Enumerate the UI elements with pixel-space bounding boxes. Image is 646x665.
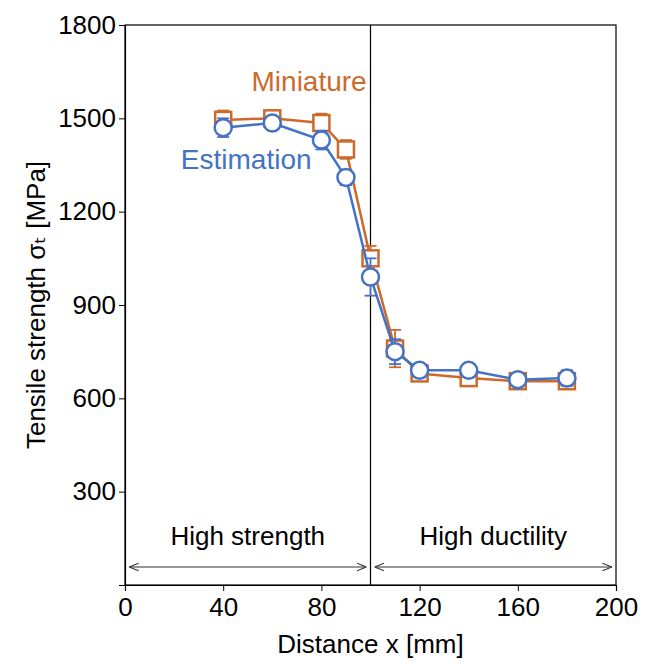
data-point: [460, 362, 477, 379]
y-tick-label: 300: [73, 476, 116, 506]
plot: 0 40 80 120 160 200 300 600 900 1200 1500 1800 Dista…: [21, 10, 638, 659]
region-label: High ductility: [420, 521, 567, 551]
y-tick: 1800: [58, 10, 125, 40]
x-tick-mark: [321, 585, 322, 591]
y-tick-label: 600: [73, 383, 116, 413]
data-point: [313, 115, 329, 131]
region-divider: [370, 25, 371, 585]
x-tick-mark: [616, 585, 617, 591]
y-tick-mark: [119, 305, 125, 306]
y-tick-label: 1200: [58, 196, 116, 226]
data-point: [387, 343, 404, 360]
data-point: [362, 269, 379, 286]
y-tick-mark: [119, 25, 125, 26]
y-tick: 600: [73, 383, 125, 413]
plot-frame: [125, 25, 616, 585]
region-label: High strength: [170, 521, 325, 551]
x-tick: 0: [118, 585, 132, 622]
data-point: [313, 132, 330, 149]
x-tick-label: 160: [497, 592, 540, 622]
y-tick-mark: [119, 212, 125, 213]
x-tick-label: 40: [209, 592, 238, 622]
x-tick: 40: [209, 585, 238, 622]
x-axis-title: Distance x [mm]: [277, 629, 463, 659]
y-axis-line: [119, 26, 126, 586]
x-tick-mark: [420, 585, 421, 591]
x-tick-mark: [223, 585, 224, 591]
y-axis: 300 600 900 1200 1500 1800: [58, 10, 125, 586]
y-tick-label: 1500: [58, 103, 116, 133]
x-tick-mark: [518, 585, 519, 591]
y-tick-mark: [119, 492, 125, 493]
y-tick-mark: [119, 118, 125, 119]
region-arrow: [129, 566, 367, 567]
x-tick: 80: [307, 585, 336, 622]
data-point: [558, 370, 575, 387]
x-tick: 200: [595, 585, 638, 622]
region-arrow: [375, 566, 613, 567]
data-point: [337, 169, 354, 186]
x-tick: 160: [497, 585, 540, 622]
regions: High strength High ductility: [129, 25, 612, 585]
x-tick-label: 120: [398, 592, 441, 622]
y-tick-label: 900: [73, 290, 116, 320]
y-tick: 1200: [58, 196, 125, 226]
data-point: [215, 119, 232, 136]
series-label: Estimation: [181, 144, 312, 175]
x-axis: 0 40 80 120 160 200: [118, 585, 638, 622]
y-tick: 900: [73, 290, 125, 320]
y-tick-mark: [119, 398, 125, 399]
data-point: [338, 141, 354, 157]
x-tick-label: 80: [307, 592, 336, 622]
data-point: [411, 362, 428, 379]
x-axis-line: [126, 586, 617, 592]
data-point: [509, 371, 526, 388]
y-tick: 1500: [58, 103, 125, 133]
y-axis-title: Tensile strength σₜ [MPa]: [21, 161, 51, 449]
data-point: [264, 115, 281, 132]
x-tick-label: 0: [118, 592, 132, 622]
x-tick: 120: [398, 585, 441, 622]
series-label: Miniature: [252, 66, 367, 97]
chart: 0 40 80 120 160 200 300 600 900 1200 1500 1800 Dista…: [0, 0, 646, 665]
y-tick: 300: [73, 476, 125, 506]
y-tick-label: 1800: [58, 10, 116, 40]
x-tick-label: 200: [595, 592, 638, 622]
